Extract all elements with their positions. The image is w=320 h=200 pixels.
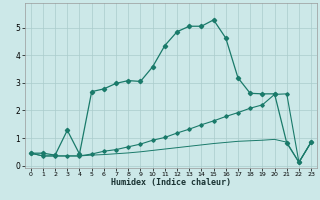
X-axis label: Humidex (Indice chaleur): Humidex (Indice chaleur)	[111, 178, 231, 187]
